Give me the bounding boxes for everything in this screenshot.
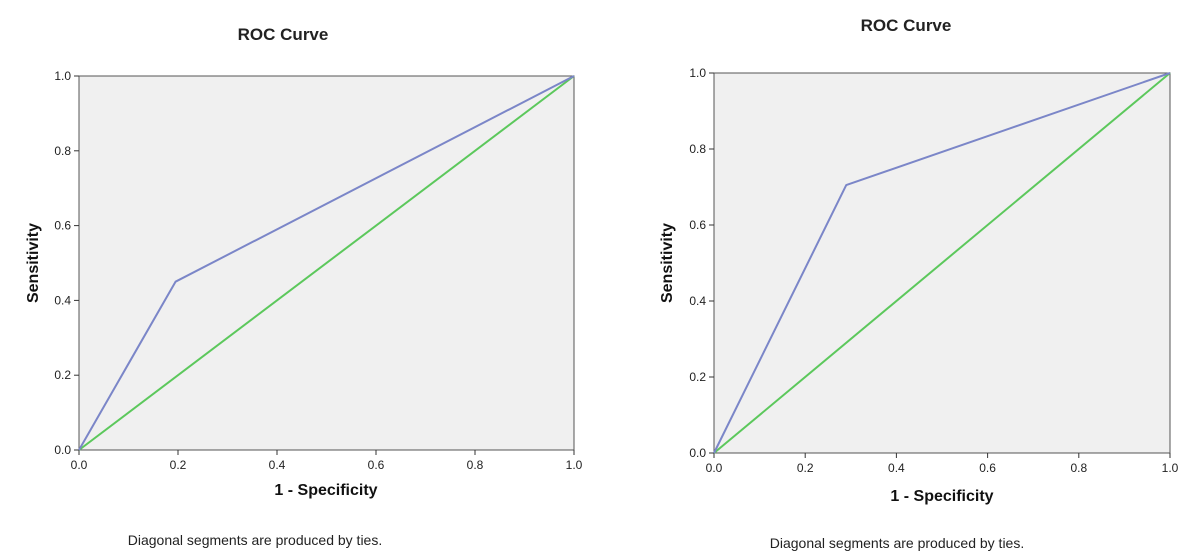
tick-labels: 0.0 0.2 0.4 0.6 0.8 1.0 0.0 0.2 0.4 0.6 0.8 1.0	[689, 66, 1178, 475]
tick-marks	[74, 75, 575, 455]
series-lines	[78, 75, 575, 451]
roc-chart-left-svg: ROC Curve 0.0 0.2 0.4 0.6 0.8 1.0 0.0 0.2 0.4 0.6…	[25, 25, 583, 548]
chart-title: ROC Curve	[861, 16, 952, 35]
reference-diagonal-line	[713, 72, 1171, 454]
x-tick-label: 0.6	[979, 461, 996, 475]
x-axis-label: 1 - Specificity	[890, 488, 993, 505]
y-tick-label: 0.2	[689, 370, 706, 384]
x-tick-label: 0.2	[170, 458, 187, 472]
roc-chart-right: ROC Curve 0.0 0.2 0.4 0.6 0.8 1.0 0.0 0.2 0.4 0.6…	[590, 0, 1181, 554]
y-tick-label: 0.0	[54, 443, 71, 457]
y-tick-label: 0.6	[54, 219, 71, 233]
x-tick-label: 0.4	[269, 458, 286, 472]
tick-labels: 0.0 0.2 0.4 0.6 0.8 1.0 0.0 0.2 0.4 0.6 0.8 1.0	[54, 69, 582, 472]
y-tick-label: 0.2	[54, 368, 71, 382]
y-tick-label: 1.0	[54, 69, 71, 83]
roc-chart-left: ROC Curve 0.0 0.2 0.4 0.6 0.8 1.0 0.0 0.2 0.4 0.6…	[0, 0, 590, 554]
chart-title: ROC Curve	[238, 25, 329, 44]
chart-footnote: Diagonal segments are produced by ties.	[128, 532, 382, 548]
y-tick-label: 0.0	[689, 446, 706, 460]
y-tick-label: 1.0	[689, 66, 706, 80]
roc-curve-line	[713, 72, 1171, 454]
x-tick-label: 0.2	[797, 461, 814, 475]
y-tick-label: 0.4	[54, 293, 71, 307]
y-axis-label: Sensitivity	[659, 223, 676, 303]
y-tick-label: 0.8	[54, 144, 71, 158]
tick-marks	[709, 72, 1171, 458]
x-tick-label: 0.0	[706, 461, 723, 475]
y-axis-label: Sensitivity	[25, 223, 42, 303]
x-tick-label: 1.0	[566, 458, 583, 472]
x-tick-label: 0.0	[71, 458, 88, 472]
x-tick-label: 1.0	[1162, 461, 1179, 475]
x-tick-label: 0.6	[368, 458, 385, 472]
series-lines	[713, 72, 1171, 454]
y-tick-label: 0.6	[689, 218, 706, 232]
y-tick-label: 0.8	[689, 142, 706, 156]
x-tick-label: 0.4	[888, 461, 905, 475]
chart-footnote: Diagonal segments are produced by ties.	[770, 535, 1024, 551]
roc-curve-line	[78, 75, 575, 451]
roc-chart-right-svg: ROC Curve 0.0 0.2 0.4 0.6 0.8 1.0 0.0 0.2 0.4 0.6…	[659, 16, 1179, 551]
x-tick-label: 0.8	[467, 458, 484, 472]
x-tick-label: 0.8	[1070, 461, 1087, 475]
x-axis-label: 1 - Specificity	[274, 482, 377, 499]
reference-diagonal-line	[78, 75, 575, 451]
y-tick-label: 0.4	[689, 294, 706, 308]
